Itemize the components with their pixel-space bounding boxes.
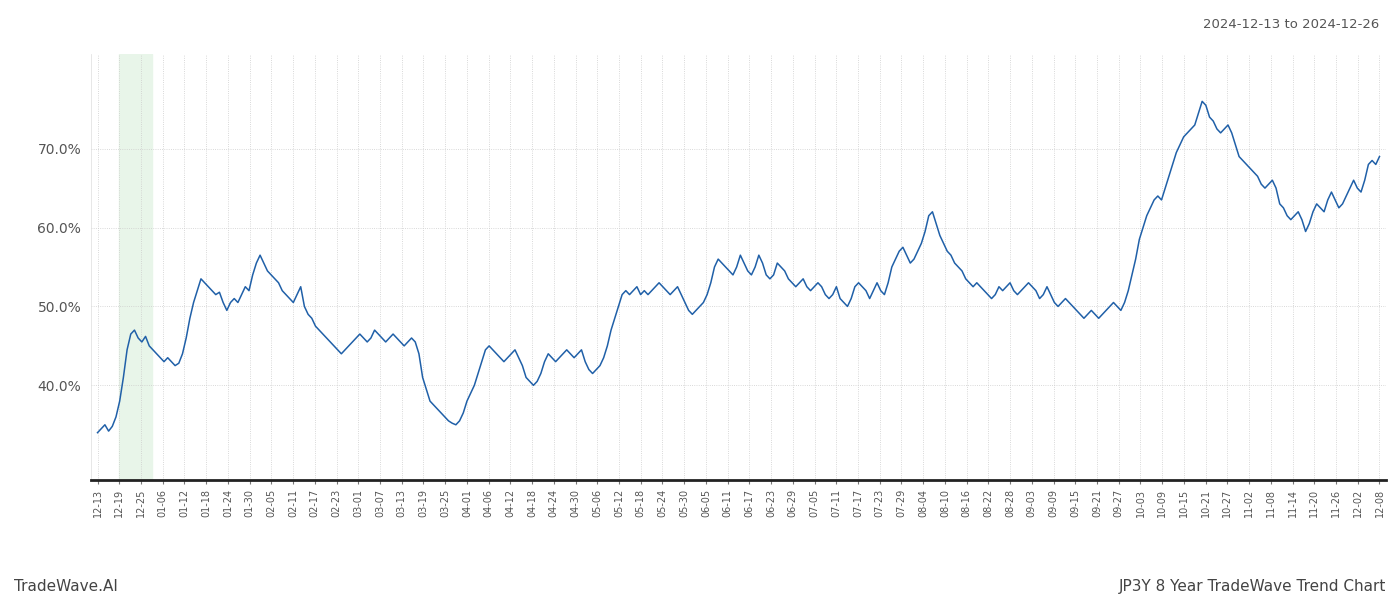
Text: 2024-12-13 to 2024-12-26: 2024-12-13 to 2024-12-26: [1203, 18, 1379, 31]
Bar: [119, 54, 151, 480]
Text: JP3Y 8 Year TradeWave Trend Chart: JP3Y 8 Year TradeWave Trend Chart: [1119, 579, 1386, 594]
Text: TradeWave.AI: TradeWave.AI: [14, 579, 118, 594]
